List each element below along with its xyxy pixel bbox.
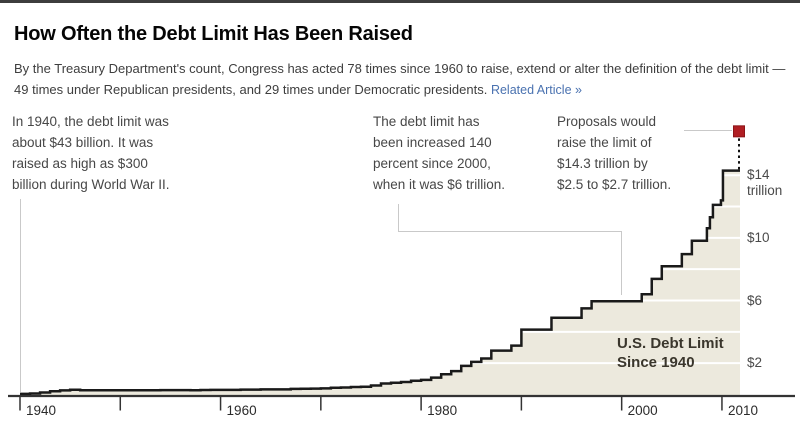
annotation-1940-debt-limit: In 1940, the debt limit was about $43 bi… [12, 114, 170, 192]
y-axis-label-2-trillion: $2 [747, 355, 763, 371]
y-axis-label-10-trillion: $10 [747, 229, 770, 245]
top-border [0, 0, 800, 3]
page-title: How Often the Debt Limit Has Been Raised [14, 23, 413, 46]
y-axis-label-6-trillion: $6 [747, 292, 763, 308]
y-axis-label-14-trillion: $14 trillion [747, 167, 783, 199]
x-axis-tick-label-2010: 2010 [727, 403, 758, 418]
x-axis-tick-label-1960: 1960 [226, 403, 257, 418]
x-axis-tick-label-1980: 1980 [427, 403, 458, 418]
proposal-marker [732, 125, 745, 138]
subtitle: By the Treasury Department's count, Cong… [14, 58, 792, 101]
annotation-increase-since-2000: The debt limit has been increased 140 pe… [373, 114, 506, 192]
debt-limit-area-fill [20, 170, 740, 395]
chart-inplot-title: U.S. Debt Limit Since 1940 [617, 335, 724, 371]
leader-line-annotation-2000 [398, 204, 622, 295]
x-axis-tick-label-1940: 1940 [26, 403, 57, 418]
x-axis-tick-label-2000: 2000 [627, 403, 658, 418]
related-article-link[interactable]: Related Article » [490, 83, 582, 97]
annotation-proposals: Proposals would raise the limit of $14.3… [557, 114, 672, 192]
debt-limit-step-line [20, 169, 740, 396]
subtitle-text: By the Treasury Department's count, Cong… [14, 61, 786, 97]
